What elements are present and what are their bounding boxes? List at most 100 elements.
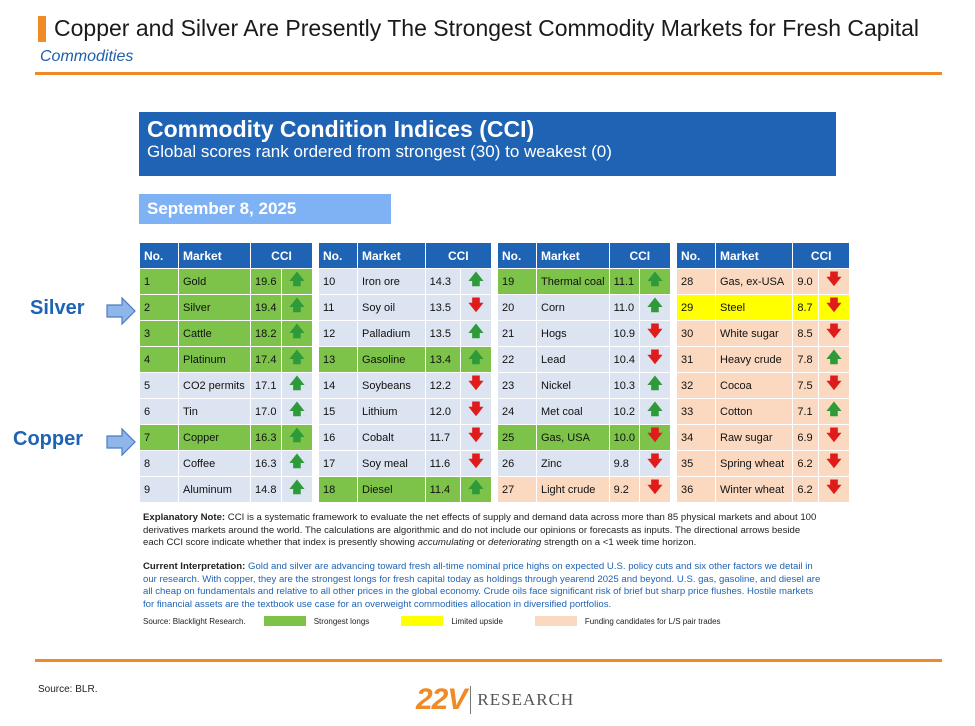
market-name: Met coal — [537, 399, 609, 424]
direction-cell: 🡅 — [282, 451, 312, 476]
cci-score: 14.3 — [425, 269, 460, 294]
cci-score: 14.8 — [251, 477, 281, 502]
table-row: 23 Nickel 10.3 🡅 — [498, 373, 670, 398]
market-name: Lead — [537, 347, 609, 372]
table-row: 31 Heavy crude 7.8 🡅 — [677, 347, 849, 372]
market-name: Iron ore — [358, 269, 425, 294]
table-row: 12 Palladium 13.5 🡅 — [319, 321, 491, 346]
table-row: 25 Gas, USA 10.0 🡇 — [498, 425, 670, 450]
cci-score: 10.4 — [609, 347, 639, 372]
market-name: Silver — [179, 295, 251, 320]
table-header: No. Market CCI — [677, 243, 849, 268]
row-number: 1 — [140, 269, 178, 294]
direction-cell: 🡅 — [640, 269, 670, 294]
company-logo: 22V RESEARCH — [416, 683, 574, 717]
market-name: Hogs — [537, 321, 609, 346]
direction-cell: 🡇 — [640, 477, 670, 502]
direction-cell: 🡇 — [819, 321, 849, 346]
market-name: Gold — [179, 269, 251, 294]
row-number: 11 — [319, 295, 357, 320]
cci-score: 11.1 — [609, 269, 639, 294]
column-header-no: No. — [319, 243, 357, 268]
row-number: 2 — [140, 295, 178, 320]
table-row: 1 Gold 19.6 🡅 — [140, 269, 312, 294]
copper-callout-label: Copper — [13, 428, 83, 450]
cci-score: 13.5 — [425, 321, 460, 346]
explanatory-note-text: or — [474, 537, 489, 548]
green-up-arrow-icon: 🡅 — [289, 427, 305, 444]
green-up-arrow-icon: 🡅 — [289, 401, 305, 418]
table-row: 27 Light crude 9.2 🡇 — [498, 477, 670, 502]
table-row: 13 Gasoline 13.4 🡅 — [319, 347, 491, 372]
green-up-arrow-icon: 🡅 — [289, 349, 305, 366]
table-row: 24 Met coal 10.2 🡅 — [498, 399, 670, 424]
cci-score: 10.9 — [609, 321, 639, 346]
row-number: 34 — [677, 425, 715, 450]
red-down-arrow-icon: 🡇 — [468, 401, 484, 418]
column-header-cci: CCI — [251, 243, 312, 268]
direction-cell: 🡅 — [282, 347, 312, 372]
report-date: September 8, 2025 — [139, 194, 391, 224]
market-name: Tin — [179, 399, 251, 424]
table-row: 18 Diesel 11.4 🡅 — [319, 477, 491, 502]
cci-score: 12.0 — [425, 399, 460, 424]
cci-score: 10.3 — [609, 373, 639, 398]
row-number: 20 — [498, 295, 536, 320]
direction-cell: 🡅 — [461, 477, 491, 502]
red-down-arrow-icon: 🡇 — [468, 297, 484, 314]
table-row: 15 Lithium 12.0 🡇 — [319, 399, 491, 424]
market-name: Soy oil — [358, 295, 425, 320]
legend: Source: Blacklight Research. Strongest l… — [143, 616, 721, 626]
cci-score: 17.4 — [251, 347, 281, 372]
explanatory-note-text: CCI is a systematic framework to evaluat… — [143, 512, 817, 548]
column-header-market: Market — [537, 243, 609, 268]
row-number: 27 — [498, 477, 536, 502]
page-subtitle: Commodities — [40, 48, 134, 65]
cci-score: 17.1 — [251, 373, 281, 398]
direction-cell: 🡅 — [461, 347, 491, 372]
row-number: 14 — [319, 373, 357, 398]
market-name: Cotton — [716, 399, 793, 424]
market-name: Coffee — [179, 451, 251, 476]
column-header-cci: CCI — [609, 243, 670, 268]
cci-score: 19.4 — [251, 295, 281, 320]
cci-score: 11.7 — [425, 425, 460, 450]
red-down-arrow-icon: 🡇 — [826, 479, 842, 496]
banner-title: Commodity Condition Indices (CCI) — [147, 116, 535, 142]
table-row: 14 Soybeans 12.2 🡇 — [319, 373, 491, 398]
cci-score: 11.0 — [609, 295, 639, 320]
column-header-market: Market — [716, 243, 793, 268]
green-up-arrow-icon: 🡅 — [826, 349, 842, 366]
direction-cell: 🡅 — [461, 269, 491, 294]
direction-cell: 🡅 — [282, 399, 312, 424]
legend-label-funding: Funding candidates for L/S pair trades — [584, 616, 721, 626]
direction-cell: 🡇 — [819, 295, 849, 320]
table-row: 2 Silver 19.4 🡅 — [140, 295, 312, 320]
green-up-arrow-icon: 🡅 — [647, 271, 663, 288]
interpretation-label: Current Interpretation: — [143, 561, 246, 572]
table-row: 33 Cotton 7.1 🡅 — [677, 399, 849, 424]
cci-banner: Commodity Condition Indices (CCI) Global… — [139, 112, 836, 176]
cci-score: 9.2 — [609, 477, 639, 502]
red-down-arrow-icon: 🡇 — [468, 427, 484, 444]
silver-callout-label: Silver — [30, 297, 85, 319]
direction-cell: 🡇 — [819, 269, 849, 294]
direction-cell: 🡇 — [640, 425, 670, 450]
table-row: 7 Copper 16.3 🡅 — [140, 425, 312, 450]
table-row: 26 Zinc 9.8 🡇 — [498, 451, 670, 476]
direction-cell: 🡇 — [819, 477, 849, 502]
market-name: Steel — [716, 295, 793, 320]
market-name: Raw sugar — [716, 425, 793, 450]
direction-cell: 🡅 — [282, 425, 312, 450]
green-up-arrow-icon: 🡅 — [826, 401, 842, 418]
cci-score: 10.2 — [609, 399, 639, 424]
market-name: Gasoline — [358, 347, 425, 372]
red-down-arrow-icon: 🡇 — [826, 271, 842, 288]
market-name: Cocoa — [716, 373, 793, 398]
market-name: Platinum — [179, 347, 251, 372]
cci-score: 12.2 — [425, 373, 460, 398]
market-name: Nickel — [537, 373, 609, 398]
direction-cell: 🡅 — [282, 295, 312, 320]
cci-score: 16.3 — [251, 425, 281, 450]
direction-cell: 🡇 — [640, 347, 670, 372]
